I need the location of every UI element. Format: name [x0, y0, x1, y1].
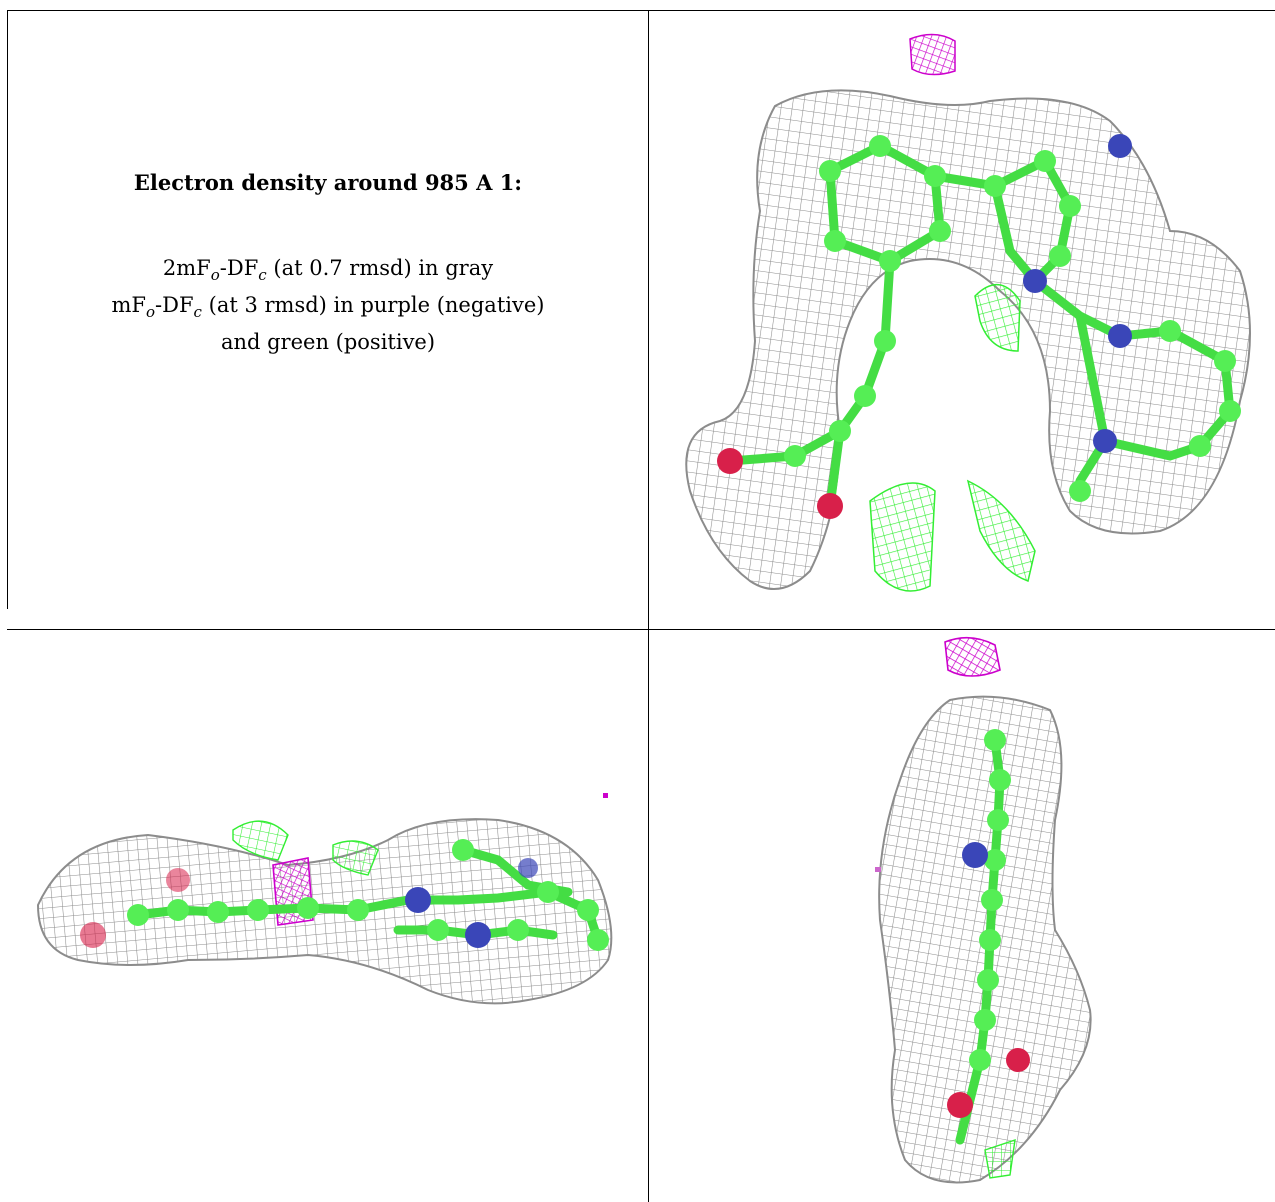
- caption-line-mfo: mFo-DFc (at 3 rmsd) in purple (negative): [111, 293, 545, 322]
- positive-density-blob: [966, 479, 1036, 582]
- density-render-bottom-right: [875, 636, 1092, 1184]
- grid-left-border: [7, 10, 8, 609]
- density-render-top-right: [685, 33, 1251, 592]
- caption-line-2mfo: 2mFo-DFc (at 0.7 rmsd) in gray: [162, 256, 494, 285]
- density-render-bottom-left: [36, 793, 613, 1005]
- negative-density-speck: [603, 793, 608, 798]
- negative-density-speck: [875, 867, 881, 872]
- grid-top-border: [7, 10, 1275, 11]
- ligand-atoms: [80, 839, 609, 951]
- density-view-bottom-right: [650, 630, 1275, 1202]
- caption-title: Electron density around 985 A 1:: [133, 170, 523, 195]
- density-view-bottom-left: [8, 630, 647, 1202]
- positive-density-blob: [332, 840, 379, 876]
- positive-density-blob: [984, 1138, 1016, 1179]
- caption-line-green: and green (positive): [220, 330, 436, 355]
- positive-density-blob: [974, 284, 1021, 352]
- negative-density-blob: [944, 636, 1001, 677]
- negative-density-blob: [909, 33, 956, 76]
- grid-center-divider: [648, 10, 649, 1202]
- ligand-atoms: [717, 134, 1241, 519]
- grid-middle-divider: [7, 629, 1275, 630]
- ligand-atoms: [947, 729, 1030, 1118]
- positive-density-blob: [869, 482, 936, 592]
- density-view-top-right: [650, 11, 1275, 628]
- positive-density-blob: [232, 820, 289, 861]
- figure-caption: Electron density around 985 A 1: 2mFo-DF…: [8, 120, 648, 357]
